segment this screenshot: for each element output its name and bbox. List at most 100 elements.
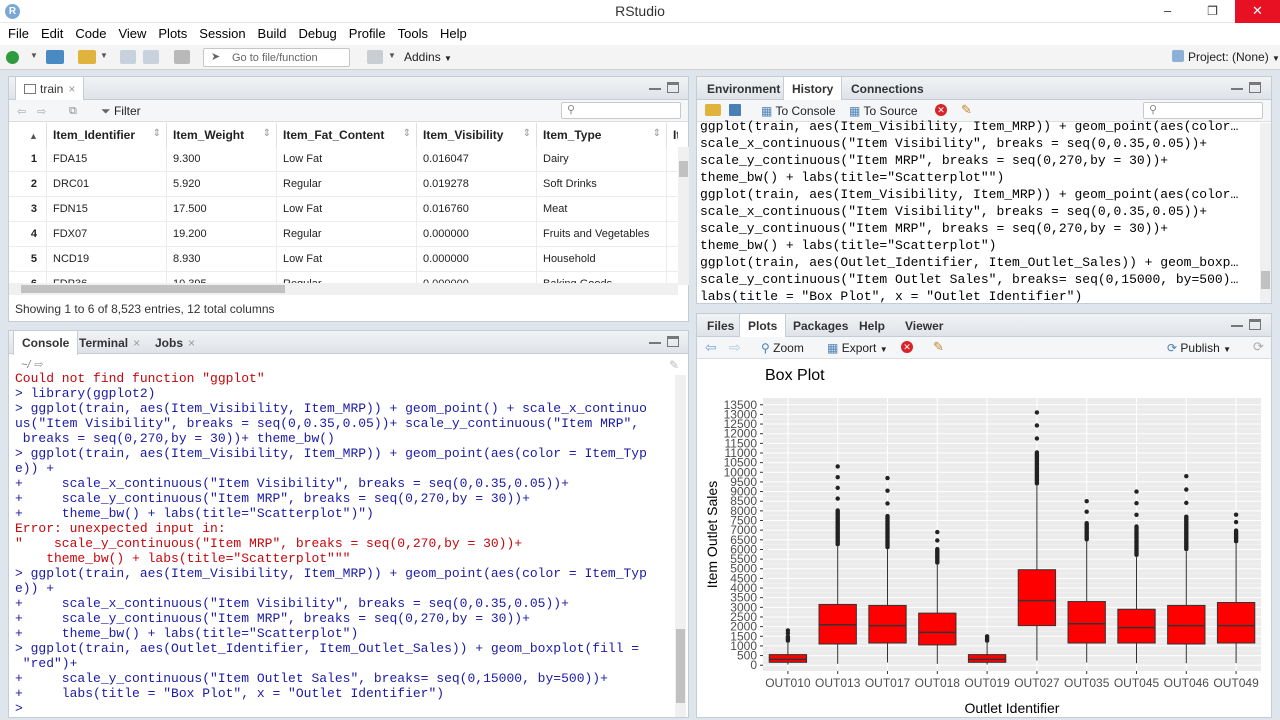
table-cell[interactable]: 0.000000: [417, 222, 537, 247]
table-cell[interactable]: Soft Drinks: [537, 172, 667, 197]
table-cell[interactable]: Low Fat: [277, 147, 417, 172]
filter-button[interactable]: ⏷ Filter: [101, 104, 141, 118]
new-file-icon[interactable]: [6, 51, 19, 64]
tab-plots[interactable]: Plots: [739, 314, 787, 338]
table-cell[interactable]: 19.200: [167, 222, 277, 247]
table-cell[interactable]: Meat: [537, 197, 667, 222]
table-cell-truncated[interactable]: [667, 272, 678, 283]
workspace-panes-icon[interactable]: [367, 50, 383, 64]
menu-view[interactable]: View: [118, 26, 147, 41]
column-header-item_weight[interactable]: Item_Weight ⇕: [167, 123, 277, 147]
table-cell-truncated[interactable]: [667, 222, 678, 247]
maximize-history-icon[interactable]: [1249, 82, 1261, 93]
clear-history-icon[interactable]: ✎: [961, 102, 972, 117]
table-cell[interactable]: FDA15: [47, 147, 167, 172]
tab-jobs[interactable]: Jobs ×: [155, 336, 196, 350]
remove-plot-icon[interactable]: ✕: [901, 341, 913, 353]
table-cell[interactable]: 9.300: [167, 147, 277, 172]
table-cell[interactable]: 5.920: [167, 172, 277, 197]
minimize-console-icon[interactable]: [649, 336, 661, 344]
close-window-button[interactable]: ✕: [1235, 0, 1280, 23]
history-entry[interactable]: theme_bw() + labs(title="Scatterplot""): [700, 170, 1005, 185]
export-menu[interactable]: ▦ Export ▼: [827, 341, 888, 355]
minimize-pane-icon[interactable]: [649, 82, 661, 90]
maximize-console-icon[interactable]: [667, 336, 679, 347]
forward-icon[interactable]: ⇨: [37, 106, 47, 118]
column-header-item_visibility[interactable]: Item_Visibility ⇕: [417, 123, 537, 147]
table-cell[interactable]: Low Fat: [277, 197, 417, 222]
column-header-item_identifier[interactable]: Item_Identifier ⇕: [47, 123, 167, 147]
tab-console[interactable]: Console: [13, 331, 79, 355]
open-recent-dropdown-icon[interactable]: ▼: [100, 51, 108, 60]
back-icon[interactable]: ⇦: [17, 106, 27, 118]
table-cell[interactable]: 0.000000: [417, 247, 537, 272]
panes-dropdown-icon[interactable]: ▼: [388, 51, 396, 60]
table-cell[interactable]: 0.019278: [417, 172, 537, 197]
minimize-history-icon[interactable]: [1231, 82, 1243, 90]
tab-environment[interactable]: Environment: [707, 82, 781, 96]
column-header-ite[interactable]: Ite: [667, 123, 678, 147]
close-tab-icon[interactable]: ×: [68, 82, 76, 96]
table-cell[interactable]: Fruits and Vegetables: [537, 222, 667, 247]
table-cell[interactable]: FDP36: [47, 272, 167, 283]
menu-session[interactable]: Session: [199, 26, 246, 41]
tab-viewer[interactable]: Viewer: [905, 319, 944, 333]
menu-plots[interactable]: Plots: [158, 26, 188, 41]
sort-icon[interactable]: ⇕: [522, 128, 531, 139]
table-cell[interactable]: Dairy: [537, 147, 667, 172]
table-cell[interactable]: 0.000000: [417, 272, 537, 283]
menu-tools[interactable]: Tools: [397, 26, 428, 41]
table-cell-truncated[interactable]: [667, 247, 678, 272]
row-number-header[interactable]: ▲: [9, 123, 47, 147]
table-cell[interactable]: Baking Goods: [537, 272, 667, 283]
publish-menu[interactable]: ⟳ Publish ▼: [1167, 341, 1232, 355]
history-entry[interactable]: scale_y_continuous("Item Outlet Sales", …: [700, 272, 1239, 287]
table-cell[interactable]: 0.016047: [417, 147, 537, 172]
zoom-button[interactable]: ⚲ Zoom: [761, 341, 804, 355]
console-vscroll[interactable]: [675, 375, 686, 717]
history-entry[interactable]: ggplot(train, aes(Item_Visibility, Item_…: [700, 119, 1239, 134]
table-cell[interactable]: Low Fat: [277, 247, 417, 272]
maximize-plots-icon[interactable]: [1249, 319, 1261, 330]
open-file-icon[interactable]: [78, 50, 96, 64]
clear-console-icon[interactable]: ✎: [669, 358, 680, 372]
sort-icon[interactable]: ⇕: [152, 128, 161, 139]
maximize-pane-icon[interactable]: [667, 82, 679, 93]
table-cell[interactable]: FDX07: [47, 222, 167, 247]
tab-history[interactable]: History: [783, 77, 843, 101]
next-plot-icon[interactable]: ⇨: [729, 339, 741, 355]
restore-window-button[interactable]: ❐: [1207, 4, 1218, 18]
sort-icon[interactable]: ⇕: [262, 128, 271, 139]
table-cell[interactable]: Regular: [277, 222, 417, 247]
sort-icon[interactable]: ⇕: [652, 128, 661, 139]
history-vscroll[interactable]: [1260, 123, 1271, 303]
tab-files[interactable]: Files: [707, 319, 735, 333]
menu-code[interactable]: Code: [75, 26, 107, 41]
load-history-icon[interactable]: [705, 104, 721, 116]
new-file-dropdown-icon[interactable]: ▼: [30, 51, 38, 60]
addins-menu[interactable]: Addins ▼: [404, 50, 452, 64]
table-cell[interactable]: Regular: [277, 272, 417, 283]
table-cell[interactable]: NCD19: [47, 247, 167, 272]
table-cell[interactable]: 0.016760: [417, 197, 537, 222]
history-entry[interactable]: ggplot(train, aes(Outlet_Identifier, Ite…: [700, 255, 1239, 270]
minimize-window-button[interactable]: –: [1163, 3, 1172, 18]
table-cell[interactable]: 17.500: [167, 197, 277, 222]
remove-entry-icon[interactable]: ✕: [935, 104, 947, 116]
table-cell[interactable]: Regular: [277, 172, 417, 197]
menu-edit[interactable]: Edit: [40, 26, 64, 41]
history-entry[interactable]: labs(title = "Box Plot", x = "Outlet Ide…: [700, 289, 1083, 304]
history-entry[interactable]: scale_x_continuous("Item Visibility", br…: [700, 204, 1208, 219]
tab-connections[interactable]: Connections: [851, 82, 924, 96]
to-source-button[interactable]: ▦ To Source: [849, 104, 918, 118]
project-menu[interactable]: Project: (None) ▼: [1188, 50, 1280, 64]
table-cell[interactable]: DRC01: [47, 172, 167, 197]
history-search-input[interactable]: ⚲: [1143, 102, 1263, 119]
menu-build[interactable]: Build: [257, 26, 287, 41]
table-cell[interactable]: 8.930: [167, 247, 277, 272]
popout-icon[interactable]: ⧉: [69, 105, 77, 117]
save-all-icon[interactable]: [143, 50, 159, 64]
tab-help[interactable]: Help: [859, 319, 886, 333]
data-hscroll[interactable]: [9, 283, 678, 295]
menu-debug[interactable]: Debug: [298, 26, 337, 41]
